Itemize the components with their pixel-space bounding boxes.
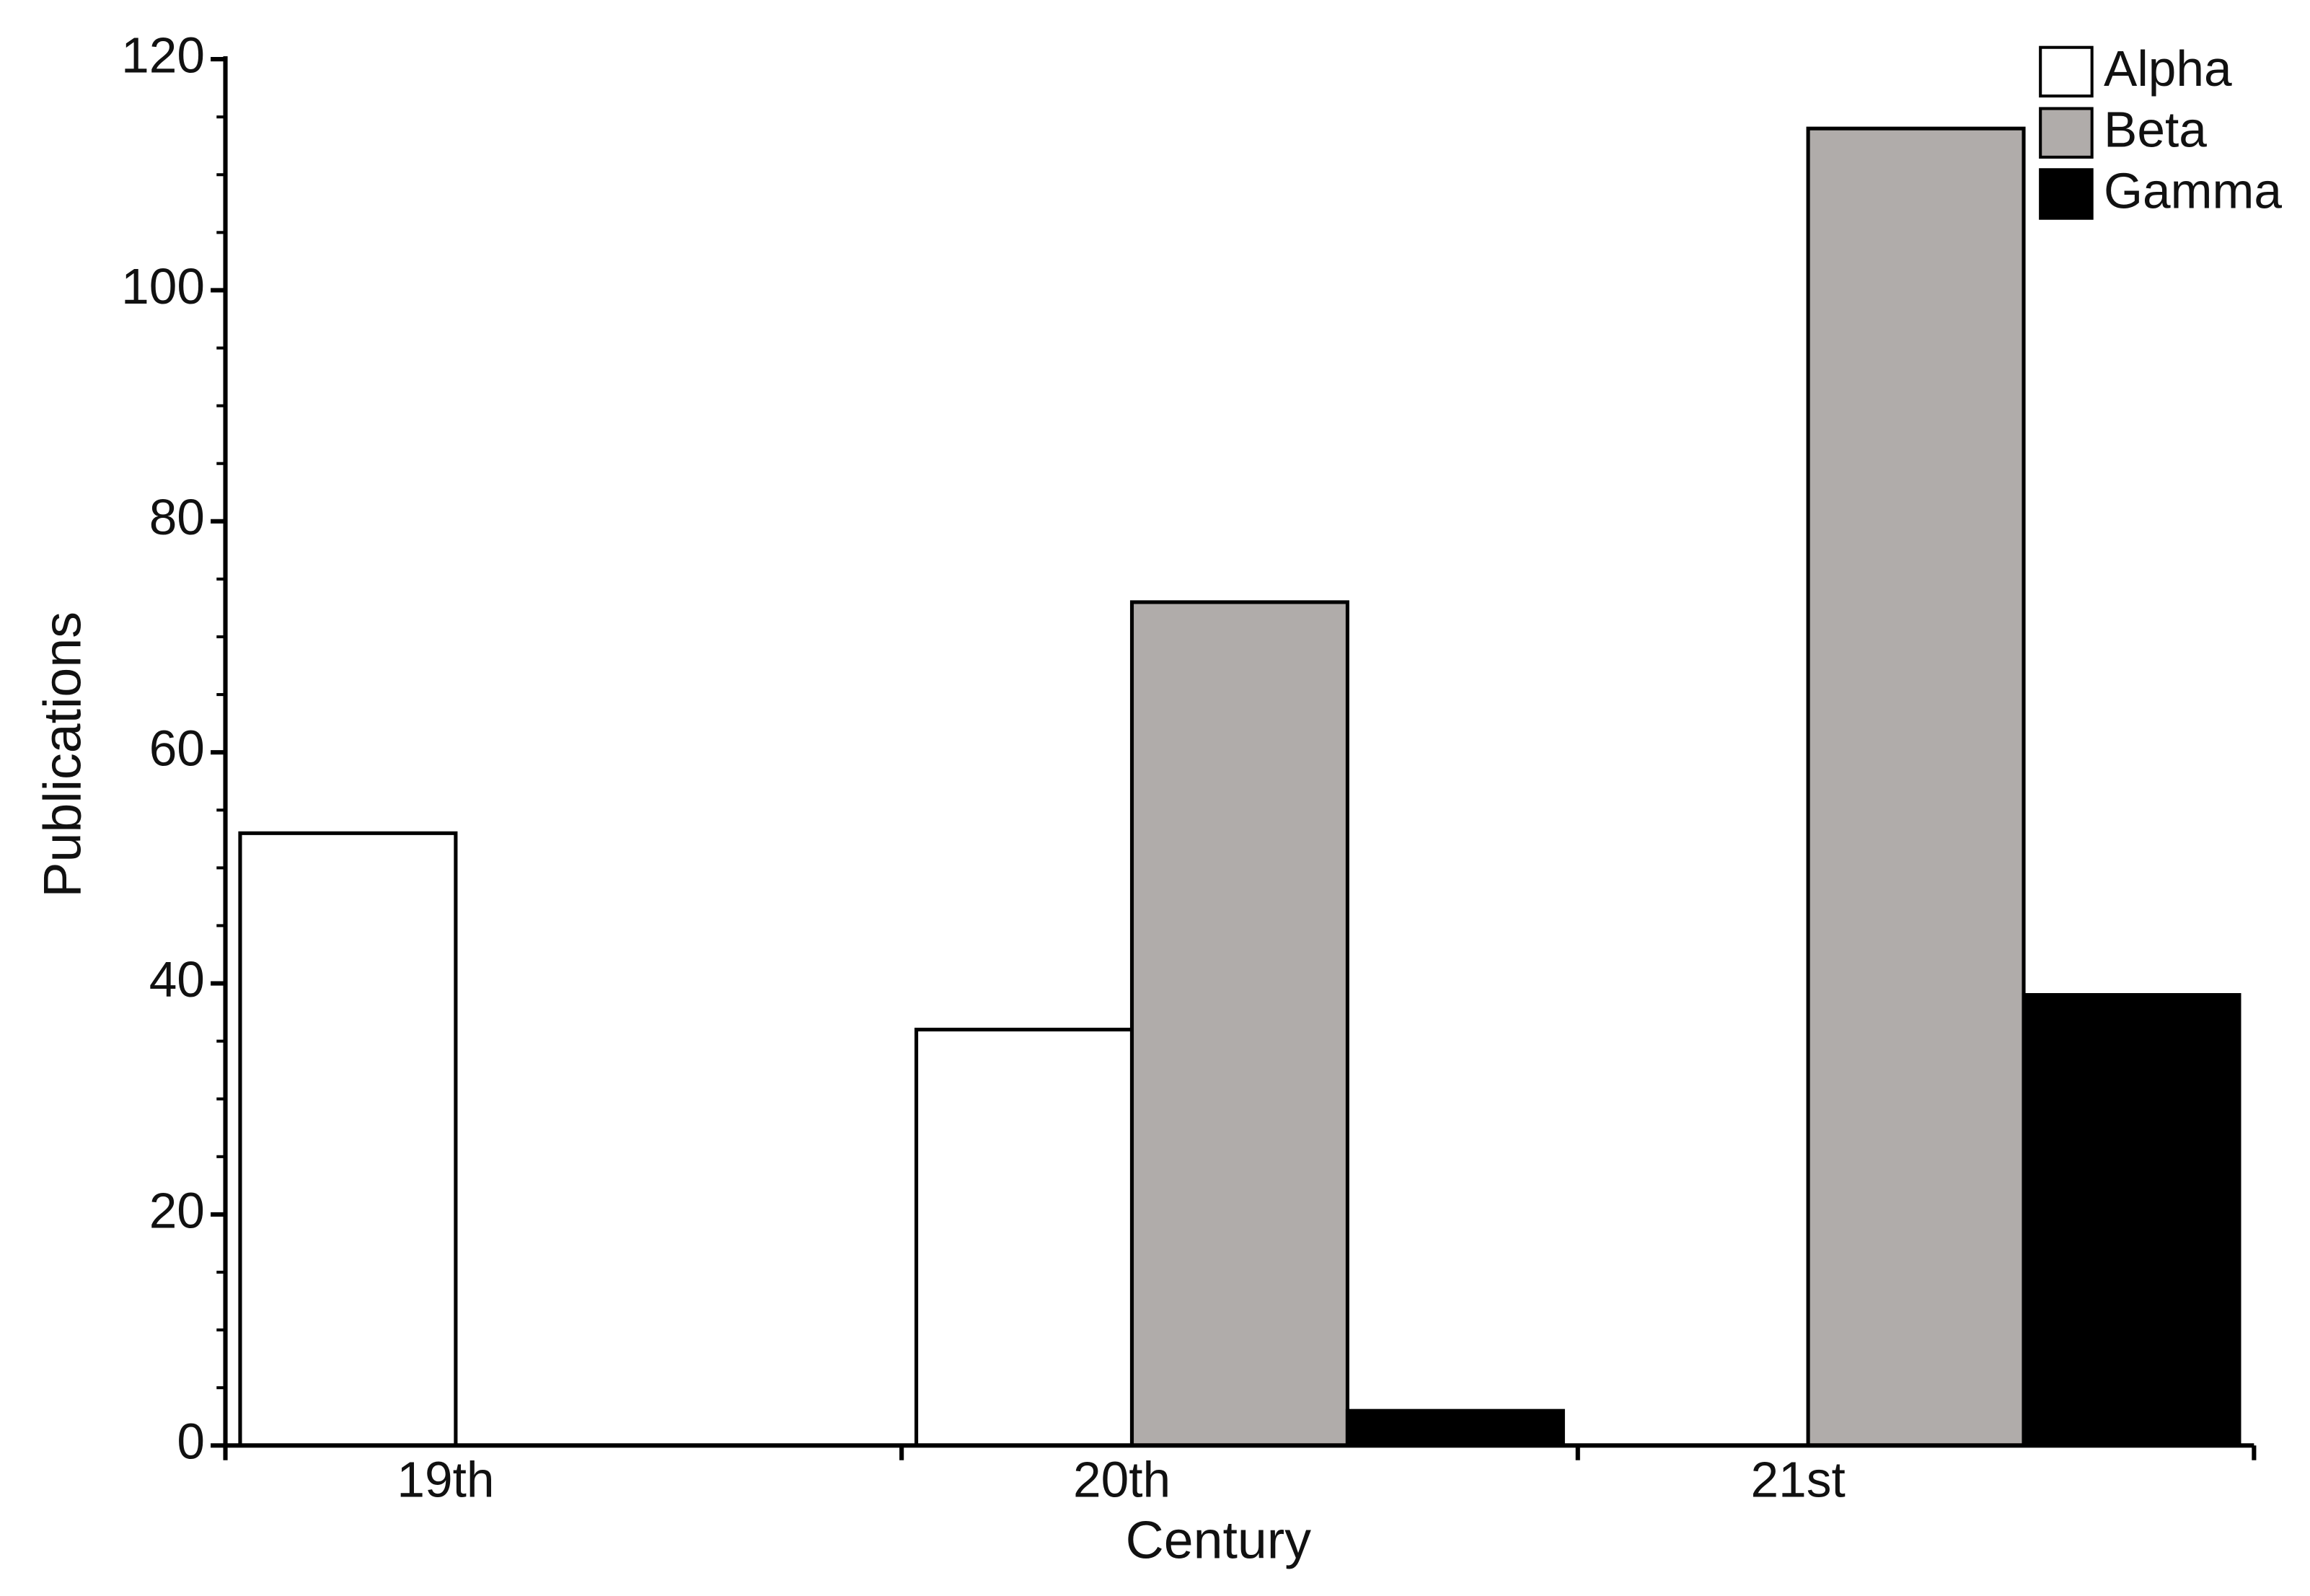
legend-label: Alpha	[2104, 40, 2232, 97]
x-tick-label: 20th	[1073, 1452, 1171, 1508]
y-tick-label: 0	[177, 1414, 205, 1470]
legend-swatch	[2039, 107, 2094, 159]
y-tick-label: 60	[149, 720, 205, 777]
x-tick-label: 19th	[397, 1452, 494, 1508]
bar	[914, 1028, 1134, 1447]
legend-swatch	[2039, 45, 2094, 98]
bar	[1129, 600, 1349, 1447]
bar	[2022, 993, 2241, 1447]
y-tick-label: 80	[149, 489, 205, 545]
y-tick-label: 20	[149, 1182, 205, 1238]
legend-label: Beta	[2104, 102, 2207, 158]
bar	[1345, 1408, 1565, 1447]
y-tick-label: 120	[121, 27, 205, 83]
legend-label: Gamma	[2104, 162, 2282, 219]
x-axis-title: Century	[1126, 1510, 1312, 1570]
y-tick-label: 40	[149, 951, 205, 1008]
y-tick-label: 100	[121, 258, 205, 314]
bar	[1806, 126, 2026, 1447]
bar	[238, 831, 458, 1447]
legend-swatch	[2039, 168, 2094, 220]
x-tick-label: 21st	[1751, 1452, 1846, 1508]
y-axis-title: Publications	[32, 612, 92, 897]
